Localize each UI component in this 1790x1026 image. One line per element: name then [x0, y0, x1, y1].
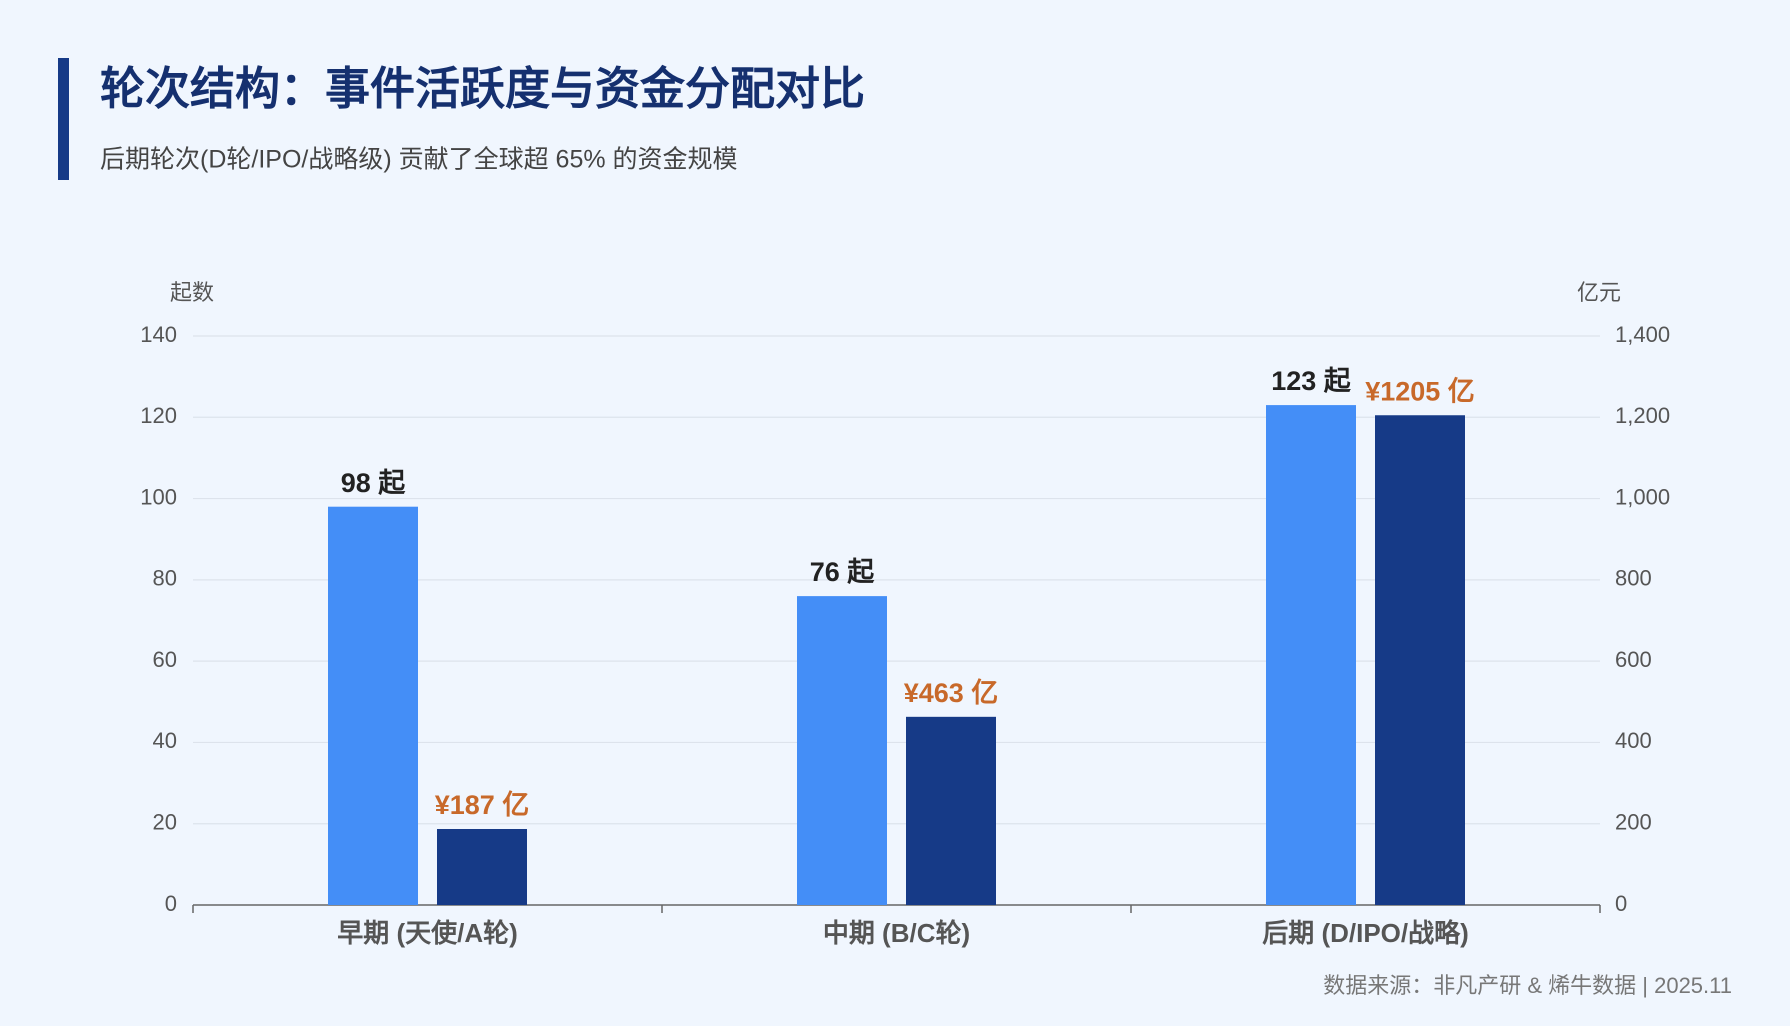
bar [437, 828, 527, 905]
accent-bar [58, 58, 69, 180]
bar [906, 716, 996, 905]
y2-tick-label: 1,000 [1615, 484, 1670, 509]
bar [328, 506, 418, 905]
x-tick-label: 早期 (天使/A轮) [337, 918, 518, 948]
data-label: ¥187 亿 [435, 790, 530, 820]
y-tick-label: 100 [140, 484, 177, 509]
y-tick-label: 120 [140, 403, 177, 428]
y2-tick-label: 800 [1615, 566, 1652, 591]
y-axis-label: 起数 [170, 280, 214, 305]
y-tick-label: 60 [153, 647, 177, 672]
chart-subtitle: 后期轮次(D轮/IPO/战略级) 贡献了全球超 65% 的资金规模 [100, 146, 738, 174]
y-tick-label: 140 [140, 322, 177, 347]
y2-tick-label: 400 [1615, 728, 1652, 753]
y2-tick-label: 200 [1615, 810, 1652, 835]
source-note: 数据来源：非凡产研 & 烯牛数据 | 2025.11 [1323, 973, 1732, 998]
y2-tick-label: 1,400 [1615, 322, 1670, 347]
data-label: 76 起 [810, 557, 876, 587]
chart-title: 轮次结构：事件活跃度与资金分配对比 [100, 63, 865, 114]
y2-tick-label: 1,200 [1615, 403, 1670, 428]
y2-axis-label: 亿元 [1577, 280, 1621, 305]
y-tick-label: 40 [153, 728, 177, 753]
data-label: ¥1205 亿 [1365, 376, 1475, 406]
y-tick-label: 80 [153, 566, 177, 591]
data-label: 98 起 [341, 468, 407, 498]
data-label: ¥463 亿 [904, 678, 999, 708]
x-tick-label: 后期 (D/IPO/战略) [1262, 918, 1469, 948]
y2-tick-label: 600 [1615, 647, 1652, 672]
bar [1266, 405, 1356, 905]
data-label: 123 起 [1271, 366, 1352, 396]
bar [797, 596, 887, 905]
y-tick-label: 0 [165, 891, 177, 916]
x-tick-label: 中期 (B/C轮) [823, 918, 970, 948]
y-tick-label: 20 [153, 810, 177, 835]
y2-tick-label: 0 [1615, 891, 1627, 916]
bar [1375, 415, 1465, 905]
